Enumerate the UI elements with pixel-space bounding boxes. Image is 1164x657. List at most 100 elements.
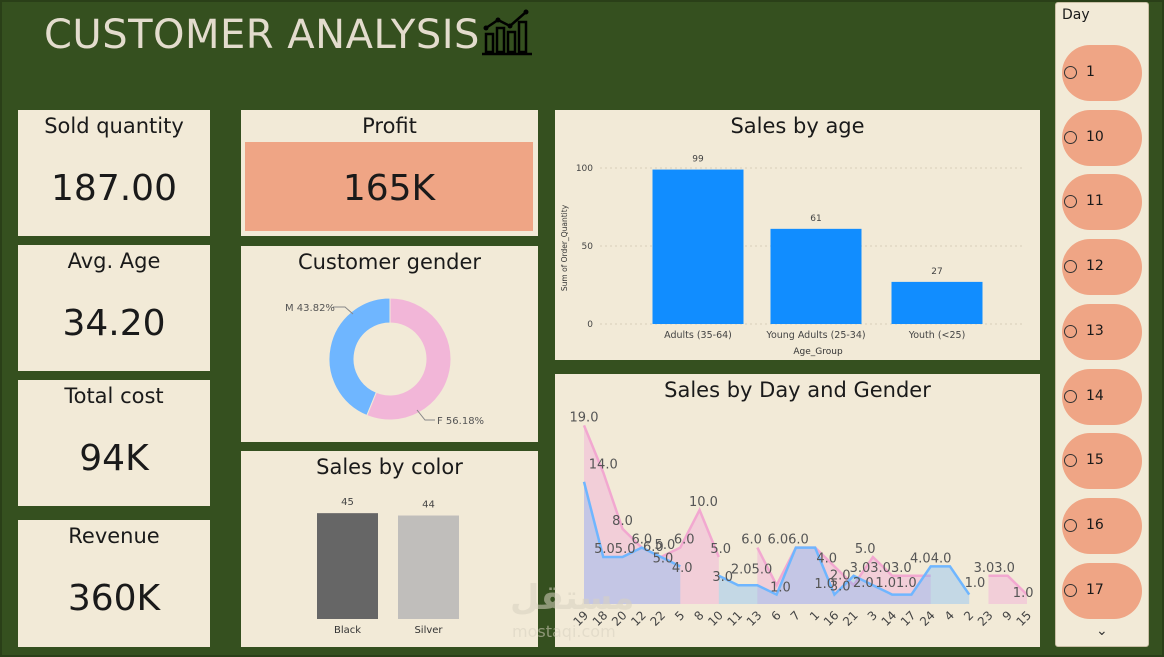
data-label: 99	[692, 155, 704, 165]
data-label: 2.05.0	[731, 563, 772, 578]
y-tick-label: 50	[582, 242, 594, 252]
data-label: 45	[341, 497, 354, 508]
x-tick-label: 13	[744, 608, 765, 629]
data-label: 5.0	[710, 542, 731, 557]
x-tick-label: Young Adults (25-34)	[765, 330, 865, 341]
data-label: 6.0	[674, 533, 695, 548]
x-axis-title: Age_Group	[793, 347, 843, 357]
x-tick-label: 7	[788, 608, 803, 623]
radio-icon[interactable]	[1064, 324, 1077, 338]
kpi-value: 360K	[67, 578, 161, 619]
x-tick-label: Youth (<25)	[908, 330, 966, 341]
day-slicer[interactable]: Day 1 10 11 12 13 14 15 16 17 ⌄	[1055, 2, 1149, 647]
gender-chart-card: Customer gender M 43.82% F 56.18%	[241, 246, 538, 442]
data-label: 3.0	[712, 570, 733, 585]
radio-icon[interactable]	[1064, 66, 1077, 79]
kpi-value: 94K	[79, 438, 149, 479]
x-tick-label: 24	[917, 608, 938, 629]
kpi-label: Profit	[362, 114, 417, 138]
series-area-f	[584, 425, 719, 604]
slicer-item-label: 14	[1086, 387, 1104, 404]
data-label: 4.0	[672, 561, 693, 576]
kpi-label: Revenue	[68, 524, 160, 548]
data-label: 1.0	[1013, 586, 1034, 601]
x-tick-label: 9	[1000, 608, 1015, 623]
radio-icon[interactable]	[1064, 195, 1077, 209]
y-tick-label: 100	[576, 164, 593, 174]
watermark-text: mostaqi.com	[512, 622, 616, 641]
slicer-item-label: 13	[1086, 322, 1104, 339]
kpi-value: 187.00	[51, 168, 177, 209]
data-label: 5.0	[653, 551, 674, 566]
age-bar-chart[interactable]: 0 50 100 99 Adults (35-64) 61 Young Adults (25…	[555, 110, 1040, 360]
x-tick-label: 6	[768, 608, 783, 623]
gender-donut-chart[interactable]: M 43.82% F 56.18%	[241, 246, 538, 442]
radio-icon[interactable]	[1064, 518, 1077, 532]
data-label: 4.04.0	[910, 551, 951, 566]
slicer-item-day-14[interactable]: 14	[1062, 368, 1142, 425]
slicer-item-day-16[interactable]: 16	[1062, 497, 1142, 554]
radio-icon[interactable]	[1064, 260, 1077, 274]
kpi-revenue: Revenue 360K	[18, 520, 210, 647]
chart-title: Sales by age	[730, 114, 865, 138]
series-area-m	[584, 481, 681, 604]
day-gender-area-chart[interactable]: 19.014.08.05.05.06.06.05.06.05.04.010.05…	[555, 374, 1040, 647]
x-tick-label: 11	[725, 608, 746, 629]
bar-black	[317, 513, 378, 619]
bar-silver	[398, 515, 459, 619]
data-label: 61	[810, 214, 821, 224]
y-axis-title: Sum of Order_Quantity	[560, 204, 569, 291]
slicer-title: Day	[1062, 7, 1090, 23]
data-label: 5.05.0	[594, 542, 635, 557]
chart-title: Sales by Day and Gender	[664, 378, 931, 402]
slicer-item-label: 11	[1086, 193, 1104, 210]
day-gender-chart-card: Sales by Day and Gender 19.0 14.0 8.0 5.05.…	[555, 374, 1040, 647]
radio-icon[interactable]	[1064, 389, 1077, 403]
donut-slice-f	[366, 297, 452, 421]
watermark-logo: مستقل	[510, 578, 635, 618]
kpi-value: 165K	[342, 168, 436, 209]
x-tick-label: 16	[821, 608, 842, 629]
slicer-item-day-1[interactable]: 1	[1062, 45, 1142, 101]
tick-label: Black	[334, 625, 361, 636]
slicer-item-label: 17	[1086, 581, 1104, 598]
series-area-f	[988, 575, 1027, 604]
kpi-sold-quantity: Sold quantity 187.00	[18, 110, 210, 236]
radio-icon[interactable]	[1064, 583, 1077, 597]
data-label: 2.0	[830, 568, 851, 583]
data-label: 14.0	[589, 457, 618, 472]
x-tick-label: 17	[898, 608, 919, 629]
kpi-value: 34.20	[62, 303, 166, 344]
slicer-item-day-10[interactable]: 10	[1062, 109, 1142, 166]
slicer-item-day-12[interactable]: 12	[1062, 239, 1142, 296]
data-label: 6.06.0	[767, 533, 808, 548]
slicer-item-day-11[interactable]: 11	[1062, 174, 1142, 231]
chevron-down-icon[interactable]: ⌄	[1096, 623, 1108, 639]
data-label: 3.0	[830, 580, 851, 595]
chart-title: Customer gender	[297, 250, 482, 274]
radio-icon[interactable]	[1064, 454, 1077, 468]
data-label: 1.0	[814, 577, 835, 592]
slice-label-f: F 56.18%	[437, 416, 484, 427]
slicer-item-day-15[interactable]: 15	[1062, 433, 1142, 490]
slicer-item-label: 1	[1086, 64, 1095, 80]
slicer-item-label: 10	[1086, 128, 1104, 145]
color-bar-chart[interactable]: 45 Black 44 Silver	[241, 451, 538, 647]
slicer-item-label: 16	[1086, 516, 1104, 533]
data-label: 44	[422, 500, 435, 511]
x-tick-label: 14	[879, 608, 900, 629]
data-label: 10.0	[689, 495, 718, 510]
kpi-avg-age: Avg. Age 34.20	[18, 245, 210, 371]
x-tick-label: 1	[807, 608, 822, 623]
data-label: 6.0	[631, 533, 652, 548]
series-area-m	[718, 547, 970, 604]
slicer-item-day-17[interactable]: 17	[1062, 562, 1142, 619]
slicer-item-day-13[interactable]: 13	[1062, 303, 1142, 360]
slicer-item-label: 15	[1086, 452, 1104, 469]
x-tick-label: 2	[961, 608, 976, 623]
chart-title: Sales by color	[316, 455, 463, 479]
kpi-label: Avg. Age	[67, 249, 161, 273]
bar-age-group	[770, 228, 862, 324]
radio-icon[interactable]	[1064, 130, 1077, 144]
kpi-profit: Profit 165K	[241, 110, 538, 236]
